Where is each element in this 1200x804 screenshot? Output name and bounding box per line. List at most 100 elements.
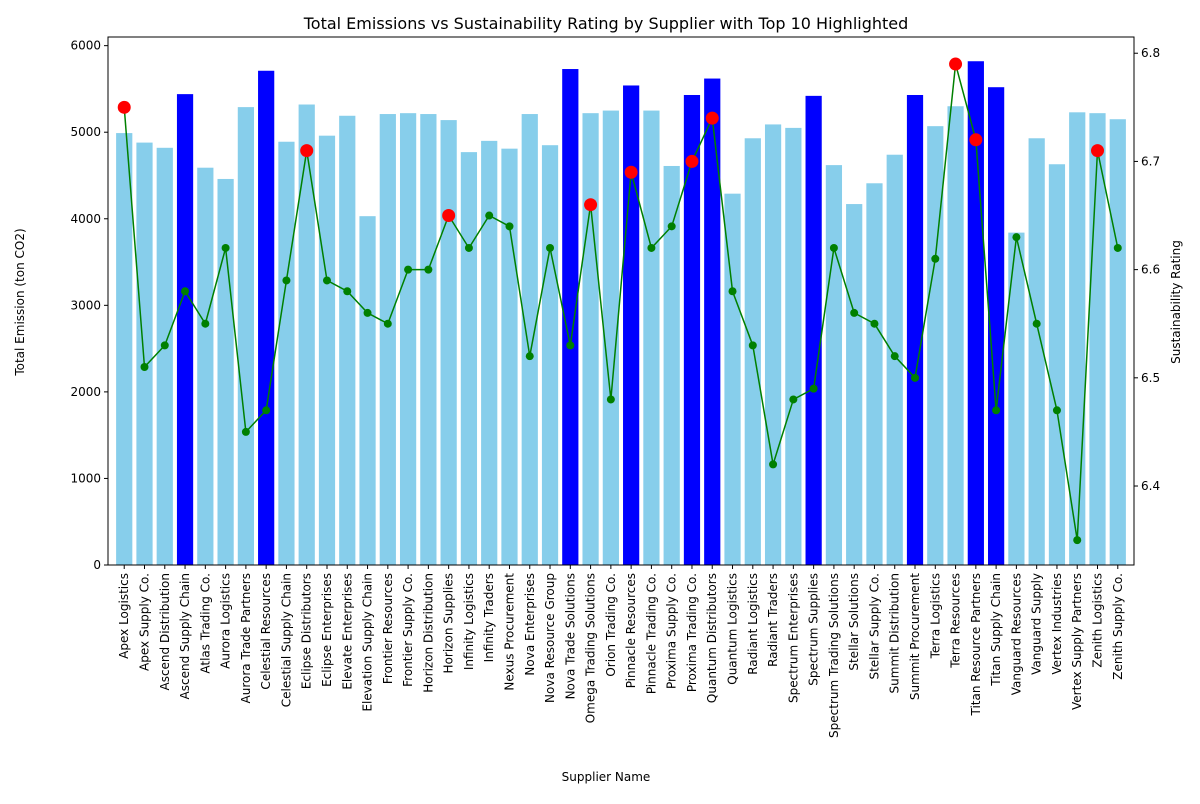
y2-tick-label: 6.8 <box>1141 46 1160 60</box>
rating-point <box>850 308 859 317</box>
emission-bar <box>136 142 153 565</box>
emission-bar <box>947 106 964 565</box>
emission-bar <box>420 114 437 565</box>
x-tick-label: Quantum Distributors <box>705 573 719 703</box>
rating-point <box>1052 406 1061 415</box>
y-tick-label: 6000 <box>70 39 101 53</box>
x-tick-label: Vertex Industries <box>1050 573 1064 675</box>
rating-point <box>485 211 494 220</box>
x-tick-label: Eclipse Enterprises <box>320 573 334 687</box>
x-tick-label: Summit Distribution <box>888 573 902 693</box>
emission-bar <box>521 114 538 565</box>
emission-bar <box>339 115 356 565</box>
rating-point <box>829 243 838 252</box>
emission-bar <box>683 94 701 566</box>
rating-point <box>890 352 899 361</box>
x-tick-label: Proxima Trading Co. <box>685 573 699 692</box>
top10-rating-marker <box>300 144 314 158</box>
top10-rating-marker <box>685 154 699 168</box>
x-tick-label: Apex Logistics <box>117 573 131 659</box>
x-tick-label: Eclipse Distributors <box>300 573 314 689</box>
rating-point <box>1073 536 1082 545</box>
rating-point <box>728 287 737 296</box>
emission-bar <box>156 147 173 565</box>
x-tick-label: Orion Trading Co. <box>604 573 618 677</box>
emission-bar <box>623 85 640 565</box>
emission-bar <box>481 140 498 566</box>
x-tick-label: Summit Procurement <box>908 573 922 700</box>
top10-rating-marker <box>705 111 719 125</box>
x-tick-label: Zenith Logistics <box>1091 573 1105 668</box>
emission-bar <box>704 78 721 565</box>
rating-point <box>464 243 473 252</box>
x-tick-label: Pinnacle Resources <box>624 573 638 688</box>
x-tick-label: Horizon Supplies <box>442 573 456 673</box>
rating-point <box>789 395 798 404</box>
top10-rating-marker <box>442 209 456 223</box>
x-tick-label: Frontier Resources <box>381 573 395 684</box>
emission-bar <box>541 145 559 565</box>
emission-bar <box>440 120 457 565</box>
x-tick-label: Nova Trade Solutions <box>563 573 577 699</box>
emission-bar <box>906 94 924 566</box>
emission-bar <box>988 87 1005 565</box>
rating-point <box>201 319 210 328</box>
emission-bar <box>501 148 518 566</box>
x-tick-label: Stellar Supply Co. <box>867 573 881 680</box>
y-tick-label: 2000 <box>70 385 101 399</box>
emission-bar <box>197 167 214 565</box>
rating-point <box>363 308 372 317</box>
rating-point <box>992 406 1001 415</box>
emission-bar <box>602 110 619 566</box>
top10-rating-marker <box>584 198 598 212</box>
x-tick-label: Titan Resource Partners <box>969 573 983 716</box>
top10-rating-marker <box>624 165 638 179</box>
emission-bar <box>724 193 741 565</box>
emission-bar <box>866 183 883 565</box>
x-axis-label: Supplier Name <box>562 770 651 784</box>
emission-bar <box>582 113 599 565</box>
axes-layer: 0 1000 2000 3000 4000 5000 6000 6.4 6.5 6.6 6.7 6.8… <box>70 36 1160 738</box>
emission-bar <box>825 165 843 565</box>
x-tick-label: Celestial Resources <box>259 573 273 690</box>
x-tick-label: Nexus Procurement <box>502 573 516 691</box>
x-tick-label: Ascend Supply Chain <box>178 573 192 699</box>
y-tick-label: 0 <box>93 558 101 572</box>
rating-point <box>809 384 818 393</box>
emission-bar <box>562 69 579 565</box>
emission-bar <box>460 152 478 565</box>
rating-point <box>343 287 352 296</box>
rating-point <box>647 243 656 252</box>
x-tick-label: Quantum Logistics <box>726 573 740 685</box>
rating-point <box>404 265 413 274</box>
rating-point <box>505 222 514 231</box>
x-tick-label: Infinity Traders <box>482 573 496 662</box>
top10-rating-marker <box>969 133 983 147</box>
emission-bar <box>846 204 863 566</box>
rating-point <box>322 276 331 285</box>
rating-point <box>525 352 534 361</box>
y2-axis-label: Sustainability Rating <box>1169 240 1183 364</box>
top10-rating-marker <box>949 57 963 71</box>
rating-point <box>566 341 575 350</box>
x-tick-label: Elevation Supply Chain <box>361 573 375 712</box>
emission-bar <box>176 94 194 565</box>
x-tick-label: Nova Enterprises <box>523 573 537 676</box>
rating-point <box>282 276 291 285</box>
emission-bar <box>258 70 275 565</box>
emission-bar <box>785 127 802 565</box>
y-tick-label: 5000 <box>70 125 101 139</box>
y2-tick-label: 6.7 <box>1141 154 1160 168</box>
x-tick-label: Terra Resources <box>949 573 963 669</box>
rating-point <box>383 319 392 328</box>
x-tick-label: Horizon Distribution <box>421 573 435 693</box>
x-tick-label: Spectrum Supplies <box>807 573 821 686</box>
x-tick-label: Aurora Logistics <box>219 573 233 669</box>
emission-bar <box>927 126 944 565</box>
emission-bar <box>116 133 133 566</box>
y-tick-label: 3000 <box>70 298 101 312</box>
x-tick-label: Ascend Distribution <box>158 573 172 691</box>
y2-tick-label: 6.6 <box>1141 263 1160 277</box>
